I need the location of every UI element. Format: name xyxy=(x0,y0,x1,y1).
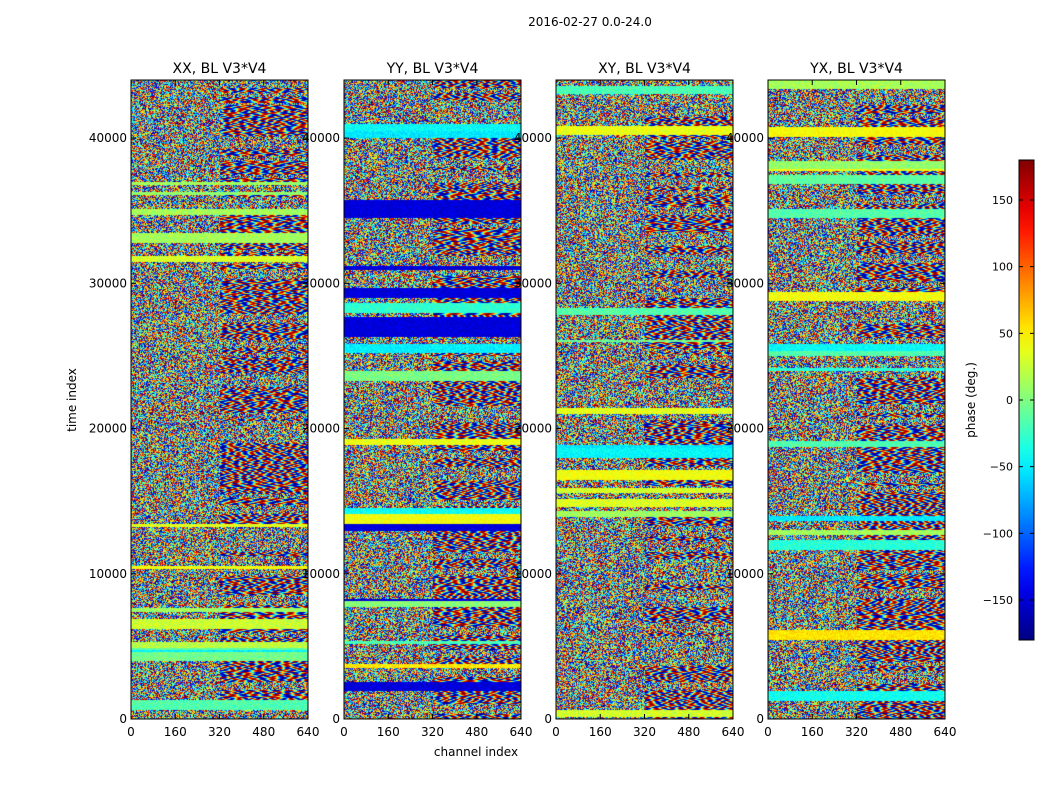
x-tick-label: 480 xyxy=(252,725,275,739)
y-tick-label: 40000 xyxy=(89,131,127,145)
figure-title: 2016-02-27 0.0-24.0 xyxy=(528,15,652,29)
x-tick-label: 480 xyxy=(677,725,700,739)
y-tick-label: 20000 xyxy=(89,422,127,436)
y-tick-label: 20000 xyxy=(302,422,340,436)
panels: XX, BL V3*V4 0 160 320 480 640 0 10000 20000 3000… xyxy=(89,61,957,739)
x-tick-label: 320 xyxy=(421,725,444,739)
panel-2: YY, BL V3*V4 0 160 320 480 640 0 10000 20000 3000… xyxy=(302,61,533,739)
y-tick-label: 30000 xyxy=(302,276,340,290)
y-tick-label: 40000 xyxy=(726,131,764,145)
x-tick-label: 640 xyxy=(510,725,533,739)
colorbar-tick-label: 0 xyxy=(1006,394,1013,407)
x-tick-label: 0 xyxy=(340,725,348,739)
y-tick-label: 0 xyxy=(332,712,340,726)
y-tick-label: 0 xyxy=(119,712,127,726)
y-tick-label: 10000 xyxy=(514,567,552,581)
y-tick-label: 20000 xyxy=(726,422,764,436)
panel-1: XX, BL V3*V4 0 160 320 480 640 0 10000 20000 3000… xyxy=(89,61,320,739)
y-tick-label: 10000 xyxy=(726,567,764,581)
panel-title: YY, BL V3*V4 xyxy=(386,61,479,77)
y-tick-label: 10000 xyxy=(302,567,340,581)
x-axis-label: channel index xyxy=(434,745,518,759)
y-tick-label: 0 xyxy=(544,712,552,726)
x-tick-label: 160 xyxy=(164,725,187,739)
panel-title: XX, BL V3*V4 xyxy=(173,61,267,77)
x-tick-label: 160 xyxy=(377,725,400,739)
y-tick-label: 20000 xyxy=(514,422,552,436)
x-tick-label: 320 xyxy=(633,725,656,739)
heatmap-image xyxy=(768,80,945,719)
x-tick-label: 0 xyxy=(552,725,560,739)
colorbar: 150 100 50 0 −50 −100 −150 xyxy=(983,159,1035,641)
heatmap-image xyxy=(344,80,521,719)
colorbar-tick-label: −100 xyxy=(983,527,1013,540)
y-tick-label: 40000 xyxy=(514,131,552,145)
x-tick-label: 0 xyxy=(127,725,135,739)
panel-title: XY, BL V3*V4 xyxy=(598,61,691,77)
x-tick-label: 320 xyxy=(845,725,868,739)
colorbar-tick-label: 150 xyxy=(992,194,1013,207)
x-tick-label: 160 xyxy=(589,725,612,739)
x-tick-label: 640 xyxy=(934,725,957,739)
heatmap-image xyxy=(131,80,308,719)
x-tick-label: 480 xyxy=(889,725,912,739)
panel-3: XY, BL V3*V4 0 160 320 480 640 0 10000 20000 3000… xyxy=(514,61,745,739)
x-tick-label: 160 xyxy=(801,725,824,739)
x-tick-label: 320 xyxy=(208,725,231,739)
panel-4: YX, BL V3*V4 0 160 320 480 640 0 10000 20000 3000… xyxy=(726,61,957,739)
x-tick-label: 480 xyxy=(465,725,488,739)
y-tick-label: 0 xyxy=(756,712,764,726)
colorbar-tick-label: 50 xyxy=(999,327,1013,340)
panel-title: YX, BL V3*V4 xyxy=(809,61,903,77)
colorbar-tick-label: 100 xyxy=(992,261,1013,274)
y-tick-label: 40000 xyxy=(302,131,340,145)
y-tick-label: 30000 xyxy=(89,276,127,290)
colorbar-label: phase (deg.) xyxy=(964,362,978,438)
colorbar-tick-label: −150 xyxy=(983,594,1013,607)
x-tick-label: 0 xyxy=(764,725,772,739)
y-tick-label: 30000 xyxy=(726,276,764,290)
x-tick-label: 640 xyxy=(297,725,320,739)
y-tick-label: 30000 xyxy=(514,276,552,290)
colorbar-tick-label: −50 xyxy=(990,461,1013,474)
heatmap-image xyxy=(556,80,733,719)
y-axis-label: time index xyxy=(65,368,79,432)
x-tick-label: 640 xyxy=(722,725,745,739)
y-tick-label: 10000 xyxy=(89,567,127,581)
